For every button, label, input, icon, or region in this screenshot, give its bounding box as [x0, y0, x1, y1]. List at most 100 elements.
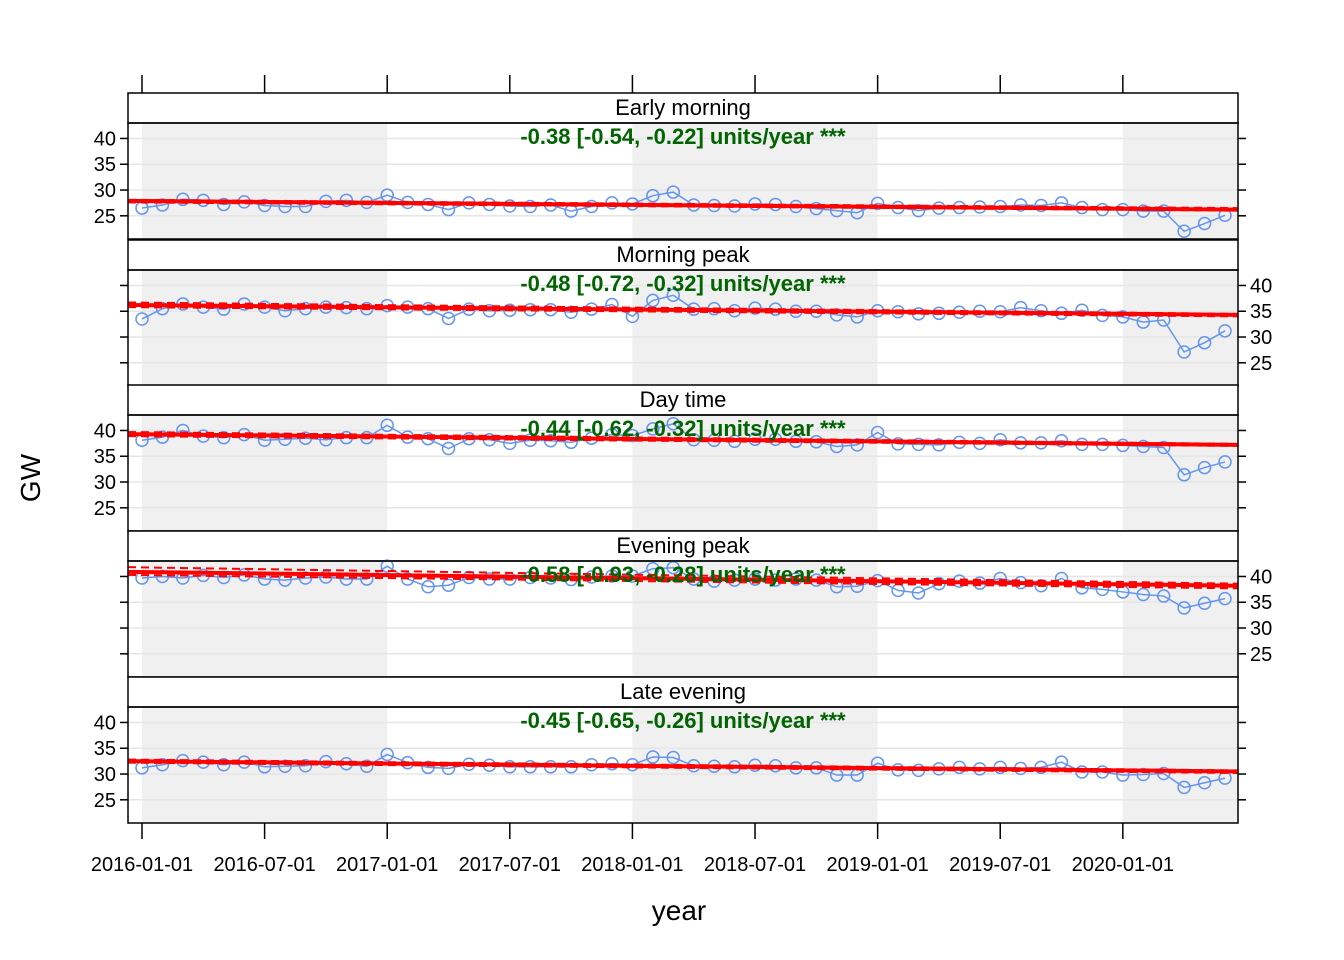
data-point	[646, 188, 660, 203]
data-point	[911, 437, 926, 452]
data-point	[625, 428, 640, 443]
strip-label: Late evening	[620, 679, 746, 704]
data-point	[257, 198, 272, 213]
x-tick-label: 2016-01-01	[91, 854, 193, 876]
y-tick-label: 40	[94, 712, 116, 734]
data-point	[1054, 434, 1069, 448]
x-tick-label: 2019-07-01	[949, 854, 1051, 876]
data-point	[646, 293, 660, 308]
data-point	[1177, 601, 1191, 615]
data-point	[1218, 324, 1232, 338]
y-tick-label: 40	[94, 128, 116, 150]
data-point	[155, 301, 170, 316]
trend-label: -0.48 [-0.72, -0.32] units/year ***	[520, 271, 846, 296]
y-tick-label: 30	[1250, 618, 1272, 640]
data-point	[380, 559, 394, 573]
data-point	[1197, 596, 1212, 611]
data-point	[216, 757, 231, 772]
y-tick-label: 40	[1250, 566, 1272, 588]
data-point	[1156, 440, 1171, 455]
plot-frame	[127, 706, 1239, 824]
trend-line	[127, 198, 1239, 212]
y-tick-label: 30	[94, 472, 116, 494]
data-point	[911, 586, 926, 600]
y-tick-label: 35	[94, 154, 116, 176]
x-axis: 2016-01-01 2016-07-01 2017-01-01 2017-07-01…	[91, 75, 1174, 876]
panel-late-evening: Late evening -0.45 [-0.65, -0.26] units/y…	[94, 676, 1246, 824]
trend-line	[127, 569, 1239, 588]
data-point	[380, 418, 394, 433]
data-point	[1136, 439, 1151, 454]
year-band	[142, 561, 388, 677]
x-tick-label: 2019-01-01	[826, 854, 928, 876]
data-point	[441, 311, 456, 326]
y-tick-label: 25	[94, 498, 116, 520]
data-point	[666, 750, 681, 765]
data-point	[932, 438, 946, 452]
data-point	[891, 437, 905, 451]
y-tick-label: 30	[94, 180, 116, 202]
year-band	[632, 415, 878, 531]
y-tick-label: 40	[1250, 275, 1272, 297]
year-band	[1122, 123, 1238, 239]
strip-label: Early morning	[615, 95, 751, 120]
year-band	[142, 123, 388, 239]
x-axis-title: year	[652, 895, 706, 926]
data-point	[155, 757, 170, 772]
plot-frame	[127, 122, 1239, 240]
data-point	[216, 430, 231, 445]
data-point	[1218, 591, 1232, 606]
strip-label: Morning peak	[616, 242, 750, 267]
data-point	[666, 185, 681, 199]
data-point	[993, 432, 1007, 447]
data-point	[360, 759, 374, 774]
panel-day-time: Day time -0.44 [-0.62, -0.32] units/year …	[94, 384, 1246, 532]
y-tick-label: 40	[94, 420, 116, 442]
strip	[127, 239, 1239, 271]
data-point	[870, 196, 885, 211]
trend-label: -0.58 [-0.93, -0.28] units/year ***	[520, 562, 846, 587]
data-point	[1013, 198, 1028, 212]
data-point	[1177, 345, 1191, 359]
data-point	[1034, 578, 1048, 593]
trend-lower	[127, 573, 1239, 590]
panel-morning-peak: Morning peak -0.48 [-0.72, -0.32] units/y…	[120, 239, 1272, 387]
data-point	[1177, 780, 1191, 795]
data-point	[1156, 766, 1171, 781]
data-point	[421, 760, 435, 775]
y-tick-label: 25	[1250, 644, 1272, 666]
data-point	[1034, 303, 1048, 318]
x-tick-label: 2018-07-01	[704, 854, 806, 876]
data-point	[1197, 460, 1212, 475]
strip-label: Evening peak	[616, 533, 750, 558]
y-axis-title: GW	[15, 453, 46, 502]
data-point	[298, 759, 313, 773]
data-point	[911, 203, 926, 218]
year-band	[1122, 415, 1238, 531]
trend-line	[127, 303, 1239, 317]
data-point	[1177, 224, 1191, 239]
y-tick-label: 35	[1250, 592, 1272, 614]
data-point	[155, 198, 170, 212]
data-point	[1136, 587, 1151, 602]
data-point	[809, 201, 824, 216]
data-point	[666, 417, 681, 431]
x-tick-label: 2020-01-01	[1072, 854, 1174, 876]
data-point	[216, 197, 231, 212]
data-point	[1034, 760, 1048, 775]
data-point	[646, 422, 660, 436]
x-tick-label: 2018-01-01	[581, 854, 683, 876]
y-tick-label: 35	[1250, 301, 1272, 323]
strip	[127, 384, 1239, 416]
x-tick-label: 2016-07-01	[213, 854, 315, 876]
data-point	[1156, 589, 1171, 603]
data-point	[441, 578, 456, 592]
panel-early-morning: Early morning -0.38 [-0.54, -0.22] units/…	[94, 92, 1246, 240]
data-point	[380, 747, 394, 762]
data-point	[1218, 455, 1232, 469]
y-tick-label: 25	[1250, 353, 1272, 375]
data-point	[1034, 198, 1048, 213]
data-point	[503, 760, 517, 774]
data-point	[523, 199, 537, 214]
data-point	[748, 301, 762, 315]
